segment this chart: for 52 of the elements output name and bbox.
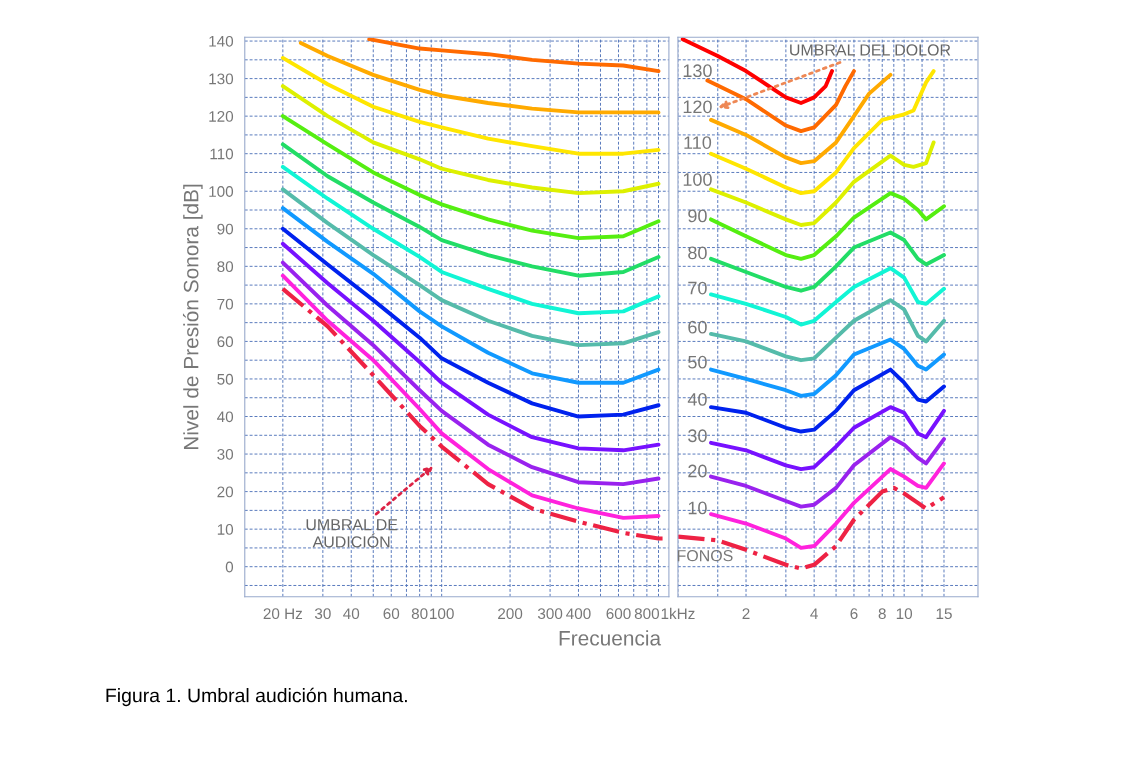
annotation: 60 [688,320,707,334]
x-tick-label: 600 [606,608,631,620]
x-tick-label: 30 [314,608,331,620]
x-tick-label: 6 [850,608,858,620]
x-axis-title: Frecuencia [559,630,662,646]
annotation: 130 [683,64,712,78]
annotation: 30 [688,429,707,443]
y-tick-label: 0 [225,561,234,573]
x-tick-label: 2 [742,608,750,619]
x-tick-label: 300 [537,608,563,620]
annotation: 90 [688,209,707,223]
x-tick-label: 400 [566,608,591,620]
y-tick-label: 70 [217,298,234,310]
annotation: 40 [687,392,707,406]
x-tick-label: 20 Hz [263,608,303,620]
annotation: UMBRAL DE AUDICIÓN [306,519,398,548]
annotation: 20 [688,464,707,478]
annotation: 100 [683,173,712,186]
y-tick-label: 130 [209,73,234,85]
y-tick-label: 20 [217,486,234,498]
annotation: FONOS [677,549,733,562]
x-tick-label: 800 [634,608,660,620]
annotation: 120 [683,100,712,114]
x-tick-label: 4 [810,608,818,619]
y-tick-label: 50 [217,373,234,385]
x-tick-label: 10 [896,608,913,620]
x-tick-label: 8 [878,608,886,620]
y-tick-label: 30 [217,448,234,460]
y-tick-label: 90 [217,223,234,235]
x-tick-label: 80 [411,608,428,620]
x-tick-label: 100 [430,608,454,620]
y-axis-title: Nivel de Presión Sonora [dB] [182,184,203,450]
x-tick-label: 200 [498,608,523,620]
annotation: 10 [688,501,707,515]
y-tick-label: 60 [217,336,234,348]
y-tick-label: 10 [217,524,234,535]
y-tick-label: 80 [217,261,234,273]
x-tick-label: 15 [936,608,952,620]
y-tick-label: 110 [210,148,234,160]
text: Figura 1. Umbral audición humana. [106,687,407,707]
annotation: 80 [688,246,707,260]
annotation: UMBRAL DEL DOLOR [790,44,951,56]
y-tick-label: 40 [217,411,234,423]
annotation: 50 [688,355,707,369]
annotation: 70 [688,281,707,295]
y-tick-label: 120 [209,111,234,122]
x-tick-label: 40 [343,608,360,620]
x-tick-label: 1kHz [661,607,695,619]
annotation: 110 [684,136,712,149]
x-tick-label: 60 [383,608,400,620]
y-tick-label: 140 [209,35,234,47]
y-tick-label: 100 [209,186,234,197]
